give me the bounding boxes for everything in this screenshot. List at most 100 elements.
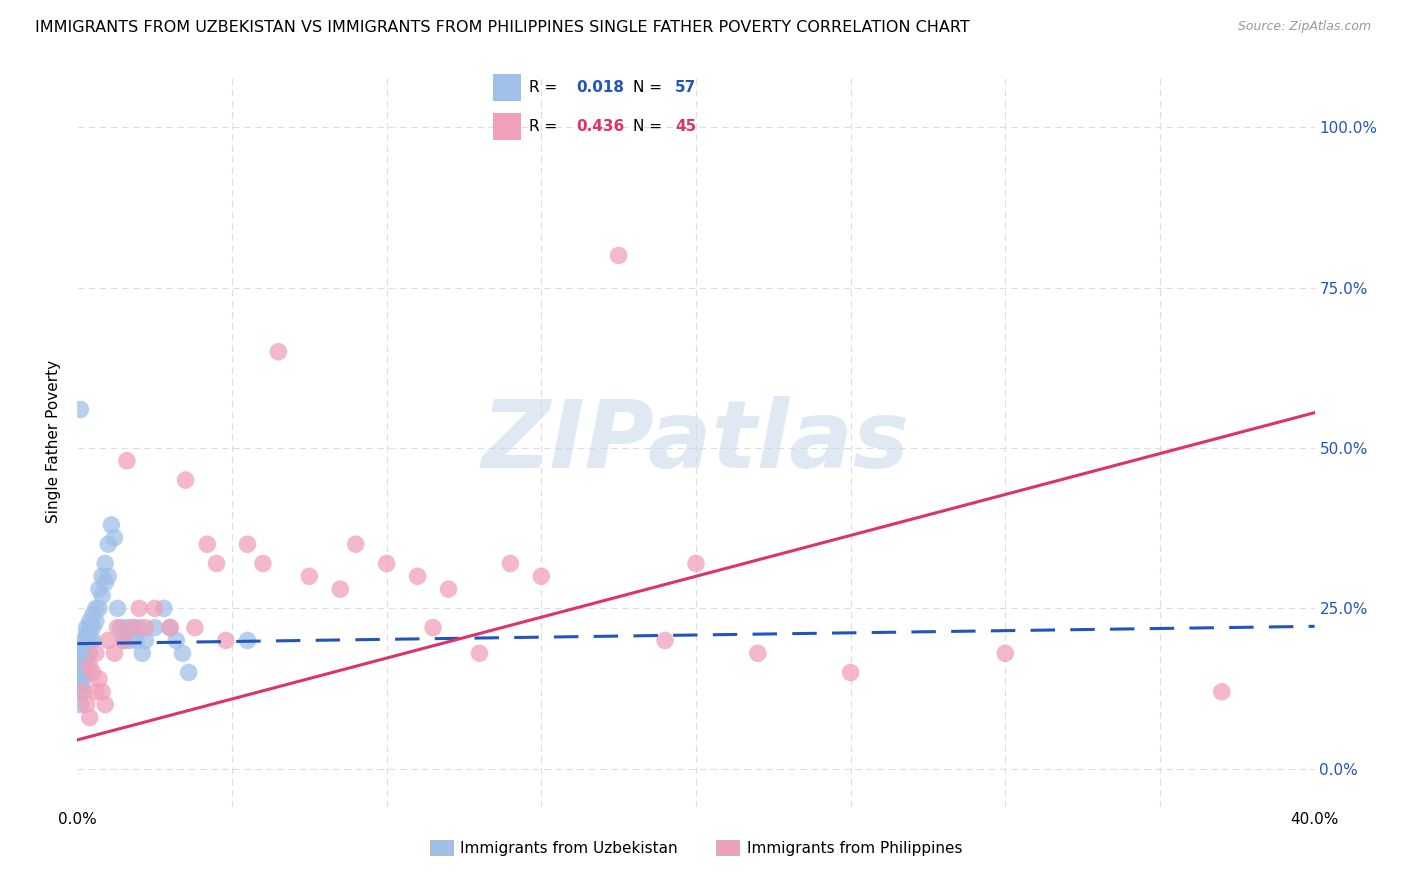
Point bbox=[91, 685, 114, 699]
Point bbox=[747, 646, 769, 660]
Point bbox=[236, 537, 259, 551]
Point bbox=[236, 633, 259, 648]
Point bbox=[468, 646, 491, 660]
Point bbox=[174, 473, 197, 487]
Point bbox=[84, 601, 107, 615]
Point bbox=[79, 659, 101, 673]
Point bbox=[72, 685, 94, 699]
Point bbox=[134, 621, 156, 635]
Text: 0.436: 0.436 bbox=[576, 120, 624, 134]
Point bbox=[994, 646, 1017, 660]
Point bbox=[128, 621, 150, 635]
Text: 0.018: 0.018 bbox=[576, 80, 624, 95]
Point bbox=[406, 569, 429, 583]
Point bbox=[607, 248, 630, 262]
Point bbox=[72, 646, 94, 660]
Point bbox=[654, 633, 676, 648]
Point bbox=[87, 672, 110, 686]
Point bbox=[76, 621, 98, 635]
Point bbox=[91, 589, 114, 603]
Point bbox=[82, 665, 104, 680]
Point bbox=[69, 653, 91, 667]
Point bbox=[97, 537, 120, 551]
Point bbox=[94, 557, 117, 571]
Point bbox=[205, 557, 228, 571]
Point bbox=[252, 557, 274, 571]
Point bbox=[112, 633, 135, 648]
Point bbox=[76, 627, 98, 641]
Point bbox=[159, 621, 181, 635]
Legend: Immigrants from Uzbekistan, Immigrants from Philippines: Immigrants from Uzbekistan, Immigrants f… bbox=[423, 834, 969, 862]
Point bbox=[128, 601, 150, 615]
Point bbox=[103, 531, 125, 545]
Point bbox=[82, 607, 104, 622]
Text: N =: N = bbox=[633, 80, 668, 95]
Point bbox=[267, 344, 290, 359]
Point bbox=[72, 672, 94, 686]
Point bbox=[69, 672, 91, 686]
Point bbox=[79, 646, 101, 660]
Point bbox=[344, 537, 367, 551]
Point bbox=[79, 621, 101, 635]
Point bbox=[839, 665, 862, 680]
Text: R =: R = bbox=[529, 80, 562, 95]
Point bbox=[97, 569, 120, 583]
Point bbox=[79, 633, 101, 648]
Text: 57: 57 bbox=[675, 80, 696, 95]
Point bbox=[69, 665, 91, 680]
Point bbox=[87, 601, 110, 615]
Point bbox=[1211, 685, 1233, 699]
Point bbox=[72, 665, 94, 680]
Text: IMMIGRANTS FROM UZBEKISTAN VS IMMIGRANTS FROM PHILIPPINES SINGLE FATHER POVERTY : IMMIGRANTS FROM UZBEKISTAN VS IMMIGRANTS… bbox=[35, 20, 970, 35]
Point bbox=[125, 633, 148, 648]
Point bbox=[76, 633, 98, 648]
Point bbox=[76, 646, 98, 660]
Point bbox=[107, 621, 129, 635]
Point bbox=[84, 685, 107, 699]
Text: R =: R = bbox=[529, 120, 562, 134]
Point bbox=[165, 633, 187, 648]
Point bbox=[131, 646, 153, 660]
Point bbox=[94, 698, 117, 712]
Point bbox=[195, 537, 218, 551]
Point bbox=[298, 569, 321, 583]
Point bbox=[143, 601, 166, 615]
Point bbox=[329, 582, 352, 596]
Point bbox=[437, 582, 460, 596]
Point bbox=[69, 646, 91, 660]
Text: N =: N = bbox=[633, 120, 668, 134]
Point bbox=[72, 640, 94, 654]
Point bbox=[91, 569, 114, 583]
Point bbox=[134, 633, 156, 648]
Text: 45: 45 bbox=[675, 120, 696, 134]
Point bbox=[72, 653, 94, 667]
Point bbox=[94, 575, 117, 590]
Point bbox=[72, 633, 94, 648]
Point bbox=[184, 621, 207, 635]
Point bbox=[143, 621, 166, 635]
Point bbox=[422, 621, 444, 635]
Point bbox=[685, 557, 707, 571]
Point bbox=[82, 621, 104, 635]
Point bbox=[84, 614, 107, 628]
Point bbox=[69, 685, 91, 699]
Point bbox=[97, 633, 120, 648]
Point bbox=[79, 614, 101, 628]
Y-axis label: Single Father Poverty: Single Father Poverty bbox=[46, 360, 62, 523]
Text: ZIPatlas: ZIPatlas bbox=[482, 395, 910, 488]
Point bbox=[82, 633, 104, 648]
Point bbox=[118, 633, 141, 648]
Point bbox=[69, 698, 91, 712]
Point bbox=[159, 621, 181, 635]
Point bbox=[69, 402, 91, 417]
Point bbox=[69, 678, 91, 692]
Point bbox=[122, 621, 145, 635]
Point bbox=[79, 710, 101, 724]
Point bbox=[76, 659, 98, 673]
Point bbox=[215, 633, 238, 648]
Point bbox=[100, 518, 122, 533]
Point bbox=[153, 601, 176, 615]
Point bbox=[172, 646, 194, 660]
Bar bbox=[494, 113, 522, 140]
Point bbox=[110, 621, 132, 635]
